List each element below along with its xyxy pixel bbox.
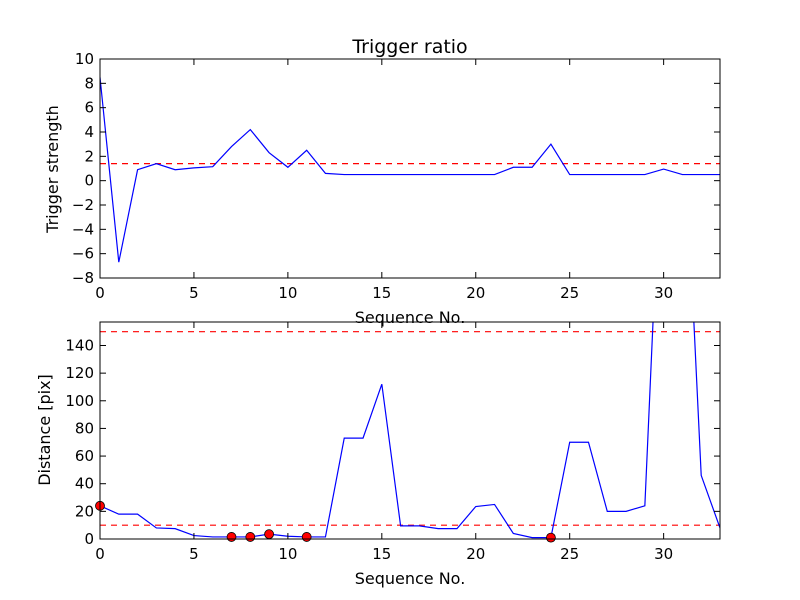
y-tick-label: 2: [84, 147, 94, 165]
data-point-marker: [546, 532, 556, 543]
y-tick-label: 10: [75, 50, 94, 68]
y-tick-label: 0: [84, 172, 94, 190]
y-tick-label: 120: [65, 364, 94, 382]
x-tick-label: 15: [372, 545, 391, 563]
x-tick-label: 30: [654, 284, 673, 302]
chart-title: Trigger ratio: [351, 36, 467, 58]
y-tick-label: 6: [84, 99, 94, 117]
x-tick-label: 10: [278, 284, 297, 302]
x-tick-label: 10: [278, 545, 297, 563]
y-axis-label: Distance [pix]: [35, 374, 54, 486]
x-axis-label: Sequence No.: [355, 308, 466, 327]
axes-frame: [99, 58, 721, 279]
data-point-marker: [301, 532, 312, 542]
trigger-ratio-panel: Trigger ratio Sequence No. Trigger stren…: [43, 36, 721, 327]
y-tick-label: 8: [84, 74, 94, 92]
x-tick-label: 25: [560, 284, 579, 302]
x-tick-label: 20: [466, 545, 485, 563]
y-tick-label: 0: [84, 530, 94, 548]
series-line: [100, 322, 720, 539]
x-tick-label: 20: [466, 284, 485, 302]
y-tick-label: −8: [72, 269, 94, 287]
series-line: [100, 77, 720, 263]
x-tick-label: 5: [189, 284, 199, 302]
y-tick-label: 100: [65, 392, 94, 410]
y-tick-label: 40: [75, 475, 94, 493]
y-axis-label: Trigger strength: [43, 105, 62, 234]
x-axis-label: Sequence No.: [355, 569, 466, 588]
axes-frame: [99, 321, 721, 540]
x-tick-label: 0: [95, 284, 105, 302]
y-tick-label: 140: [65, 336, 94, 354]
data-point-marker: [245, 532, 256, 542]
x-tick-label: 25: [560, 545, 579, 563]
data-point-marker: [226, 532, 237, 542]
plot-area: 0 5 10 15 20 25 30 0 20 40 60 80 100 120 140: [65, 321, 721, 563]
y-tick-label: 20: [75, 502, 94, 520]
y-tick-label: −4: [72, 220, 94, 238]
data-point-marker: [264, 529, 274, 540]
y-tick-label: −6: [72, 245, 94, 263]
distance-panel: Sequence No. Distance [pix] 0 5 10 15 20 25 30…: [35, 321, 721, 588]
y-tick-label: 60: [75, 447, 94, 465]
x-tick-label: 0: [95, 545, 105, 563]
x-tick-label: 5: [189, 545, 199, 563]
y-tick-label: 80: [75, 419, 94, 437]
x-tick-label: 30: [654, 545, 673, 563]
y-tick-label: −2: [72, 196, 94, 214]
plot-area: 0 5 10 15 20 25 30 −8 −6 −4 −2 0 2 4 6 8 10: [72, 50, 721, 302]
x-tick-label: 15: [372, 284, 391, 302]
y-tick-label: 4: [84, 123, 94, 141]
